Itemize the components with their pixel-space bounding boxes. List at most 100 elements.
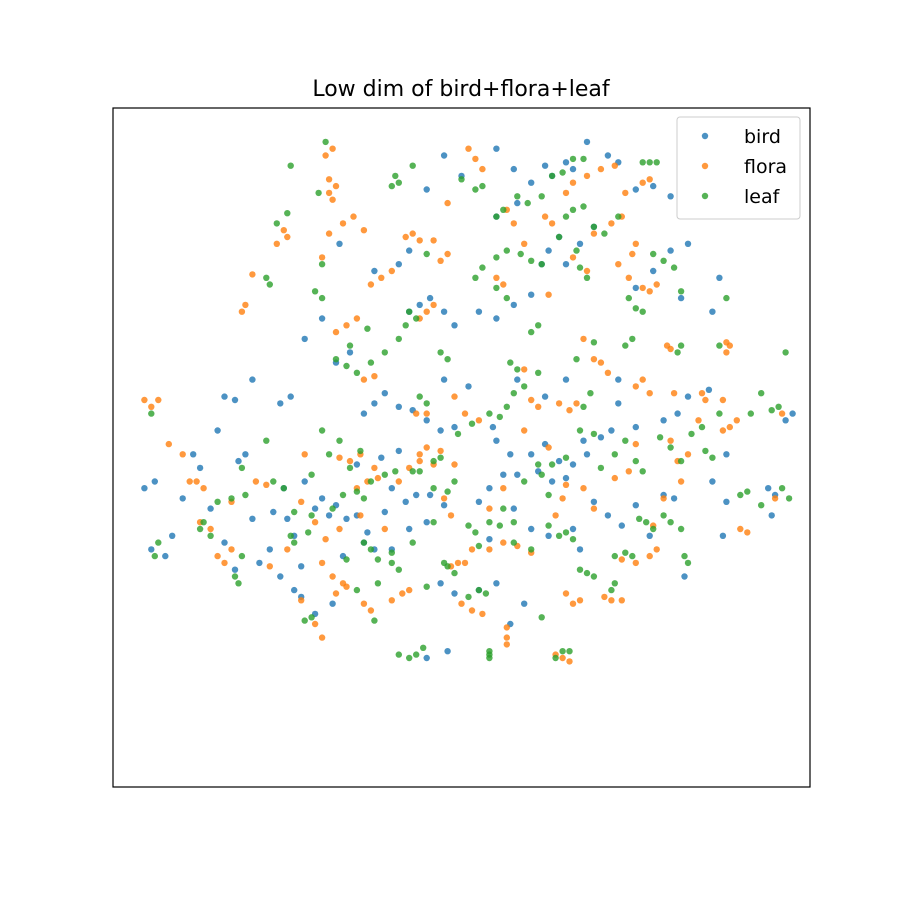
point-leaf-214 [535, 322, 542, 329]
point-flora-73 [632, 383, 639, 390]
point-flora-129 [273, 240, 280, 247]
point-flora-54 [632, 559, 639, 567]
point-leaf-165 [287, 162, 294, 169]
point-flora-56 [653, 546, 660, 553]
point-flora-58 [660, 495, 667, 502]
point-bird-83 [416, 301, 423, 309]
point-leaf-224 [235, 580, 242, 587]
point-bird-147 [444, 648, 451, 655]
point-flora-115 [402, 233, 409, 241]
point-leaf-211 [503, 294, 510, 302]
point-flora-105 [423, 308, 430, 315]
point-bird-100 [684, 240, 692, 247]
point-flora-81 [611, 474, 618, 482]
point-flora-2 [155, 396, 162, 404]
point-leaf-190 [670, 264, 678, 271]
point-leaf-93 [698, 423, 706, 431]
point-bird-37 [406, 525, 413, 533]
point-bird-103 [716, 274, 723, 281]
point-flora-29 [468, 546, 476, 553]
point-leaf-117 [590, 339, 598, 346]
point-bird-31 [413, 491, 420, 499]
point-leaf-67 [636, 515, 643, 522]
point-leaf-28 [416, 468, 423, 475]
point-leaf-51 [465, 593, 472, 601]
point-leaf-53 [406, 654, 413, 662]
point-flora-183 [451, 393, 458, 400]
point-leaf-103 [744, 488, 751, 495]
point-leaf-150 [332, 356, 340, 363]
point-bird-106 [528, 179, 535, 186]
point-leaf-186 [632, 305, 639, 312]
point-bird-22 [325, 512, 333, 519]
point-bird-102 [709, 308, 716, 315]
point-bird-161 [562, 474, 570, 482]
point-flora-52 [608, 597, 615, 604]
point-leaf-160 [263, 274, 270, 281]
point-leaf-66 [629, 552, 636, 560]
point-flora-87 [440, 495, 448, 502]
point-leaf-130 [392, 468, 399, 475]
point-leaf-57 [545, 522, 552, 529]
point-bird-52 [590, 498, 598, 505]
point-leaf-178 [548, 172, 556, 180]
point-leaf-140 [472, 274, 479, 281]
point-leaf-110 [775, 403, 782, 410]
point-bird-24 [343, 515, 350, 522]
point-flora-194 [486, 546, 493, 553]
point-leaf-153 [367, 359, 375, 366]
point-bird-94 [562, 261, 570, 268]
point-flora-43 [503, 634, 510, 641]
point-bird-165 [440, 376, 448, 383]
point-leaf-119 [535, 369, 542, 376]
legend-marker-flora [701, 162, 709, 170]
point-bird-58 [528, 525, 535, 533]
point-leaf-217 [444, 356, 451, 363]
point-bird-130 [360, 410, 368, 417]
point-leaf-213 [528, 328, 535, 336]
point-leaf-15 [305, 529, 312, 536]
point-bird-98 [650, 267, 657, 275]
point-bird-97 [632, 284, 639, 292]
point-flora-144 [500, 281, 507, 288]
point-bird-46 [555, 457, 563, 465]
point-leaf-173 [493, 213, 500, 220]
point-flora-112 [353, 315, 361, 322]
point-leaf-95 [667, 519, 674, 526]
points-layer [141, 138, 796, 665]
point-leaf-145 [528, 257, 535, 264]
point-flora-193 [461, 559, 469, 567]
point-bird-1 [151, 478, 158, 485]
point-leaf-113 [677, 342, 685, 349]
point-leaf-26 [409, 539, 416, 546]
legend-marker-bird [701, 132, 709, 140]
point-leaf-97 [681, 552, 688, 560]
point-leaf-135 [308, 512, 315, 519]
point-leaf-180 [569, 155, 577, 163]
point-leaf-54 [413, 651, 420, 658]
point-bird-8 [221, 393, 228, 400]
point-bird-137 [451, 423, 458, 431]
point-bird-90 [528, 291, 535, 298]
point-bird-84 [426, 294, 434, 302]
point-leaf-129 [409, 468, 416, 475]
point-flora-19 [336, 525, 343, 533]
point-bird-115 [650, 182, 657, 190]
legend-marker-leaf [701, 192, 709, 200]
point-bird-63 [541, 393, 549, 400]
point-leaf-23 [374, 556, 382, 563]
point-flora-154 [608, 220, 615, 227]
point-leaf-20 [346, 464, 354, 472]
point-leaf-182 [590, 223, 598, 230]
point-bird-12 [235, 457, 242, 465]
point-bird-68 [660, 417, 667, 424]
point-leaf-191 [677, 288, 685, 295]
point-bird-14 [270, 508, 277, 516]
point-bird-54 [618, 522, 625, 529]
point-leaf-70 [552, 654, 559, 662]
point-flora-0 [141, 396, 148, 404]
point-bird-5 [179, 495, 186, 502]
point-leaf-14 [287, 532, 294, 539]
point-leaf-1 [151, 552, 158, 560]
point-bird-112 [604, 152, 612, 159]
